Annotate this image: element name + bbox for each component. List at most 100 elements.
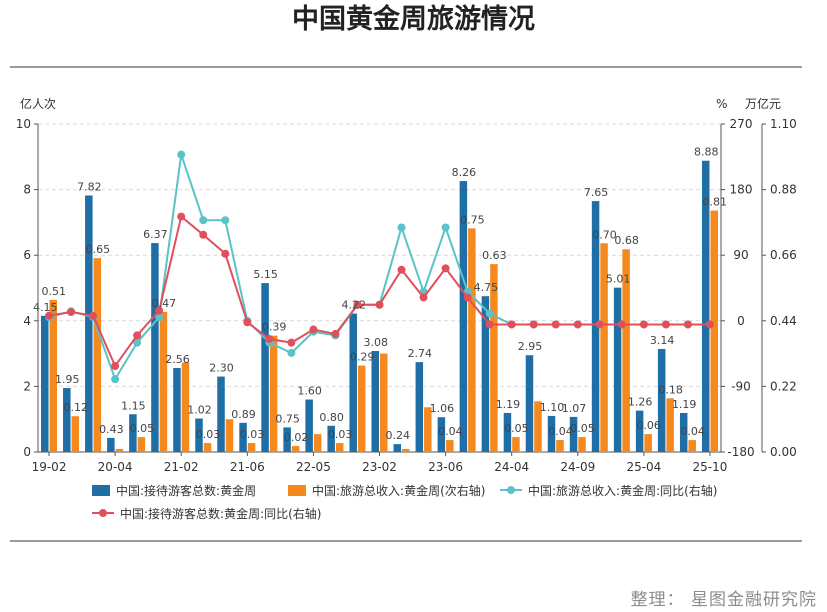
x-tick-label: 25-04 — [626, 460, 661, 474]
revenue-bar — [622, 249, 630, 452]
left-tick-label: 10 — [16, 117, 31, 131]
revenue-data-label: 0.18 — [658, 383, 683, 396]
pct-tick-label: 180 — [730, 183, 753, 197]
revenue-data-label: 0.04 — [680, 425, 705, 438]
tourist-data-label: 0.24 — [386, 429, 411, 442]
tourist-yoy-point — [595, 320, 604, 329]
tourist-data-label: 1.26 — [628, 396, 653, 409]
revenue-data-label: 0.03 — [240, 428, 265, 441]
legend-label: 中国:接待游客总数:黄金周:同比(右轴) — [120, 506, 322, 521]
revenue-yoy-point — [441, 223, 450, 232]
legend-label: 中国:旅游总收入:黄金周(次右轴) — [312, 483, 485, 498]
revenue-bar — [313, 434, 322, 452]
tourist-data-label: 4.22 — [341, 299, 366, 312]
tourist-data-label: 2.74 — [408, 347, 433, 360]
revenue-data-label: 0.47 — [152, 297, 177, 310]
tourist-yoy-point — [705, 320, 714, 329]
tourist-data-label: 0.75 — [275, 412, 300, 425]
tourist-bar — [657, 349, 666, 452]
money-tick-label: 0.88 — [770, 183, 797, 197]
revenue-data-label: 0.39 — [262, 321, 287, 334]
tourist-yoy-point — [309, 325, 318, 334]
x-tick-label: 22-05 — [296, 460, 331, 474]
revenue-bar — [203, 443, 212, 452]
revenue-data-label: 0.06 — [636, 419, 661, 432]
tourist-yoy-point — [661, 320, 670, 329]
revenue-yoy-point — [397, 223, 406, 232]
revenue-bar — [666, 398, 674, 452]
money-axis-unit: 万亿元 — [745, 96, 781, 111]
tourist-yoy-point — [573, 320, 582, 329]
tourist-data-label: 1.19 — [496, 398, 521, 411]
pct-tick-label: -180 — [727, 445, 754, 459]
tourist-bar — [547, 415, 556, 452]
tourist-data-label: 1.95 — [55, 373, 80, 386]
revenue-bar — [490, 264, 498, 452]
revenue-bar — [600, 243, 608, 452]
revenue-bar — [710, 210, 718, 452]
tourist-yoy-point — [551, 320, 560, 329]
revenue-data-label: 0.03 — [196, 428, 221, 441]
tourist-bar — [569, 416, 578, 452]
tourist-bar — [327, 425, 335, 452]
x-tick-label: 24-09 — [560, 460, 595, 474]
tourist-bar — [525, 355, 534, 452]
legend-swatch — [92, 485, 110, 496]
pct-tick-label: 0 — [737, 314, 745, 328]
revenue-yoy-point — [199, 216, 208, 225]
tourist-bar — [217, 376, 225, 452]
tourist-yoy-point — [353, 300, 362, 309]
tourist-bar — [591, 201, 600, 452]
revenue-bar — [247, 443, 256, 452]
left-tick-label: 6 — [23, 248, 31, 262]
tourist-yoy-point — [287, 338, 296, 347]
revenue-data-label: 0.65 — [86, 243, 111, 256]
top-divider — [10, 66, 802, 68]
revenue-yoy-point — [287, 348, 296, 357]
tourist-yoy-point — [221, 249, 230, 258]
revenue-yoy-point — [155, 313, 164, 322]
tourist-bar — [129, 414, 137, 452]
tourist-bar — [195, 418, 203, 452]
revenue-bar — [446, 440, 454, 452]
revenue-bar — [137, 437, 146, 452]
tourist-yoy-point — [45, 311, 54, 320]
pct-tick-label: 270 — [730, 117, 753, 131]
tourist-bar — [613, 287, 622, 452]
revenue-data-label: 0.51 — [42, 285, 67, 298]
tourist-data-label: 0.80 — [319, 411, 344, 424]
revenue-data-label: 0.05 — [504, 422, 529, 435]
tourist-yoy-point — [155, 306, 164, 315]
tourist-yoy-point — [507, 320, 516, 329]
tourist-bar — [305, 399, 313, 452]
tourist-bar — [481, 296, 490, 452]
money-tick-label: 0.22 — [770, 379, 797, 393]
revenue-data-label: 0.02 — [284, 431, 309, 444]
tourist-data-label: 1.07 — [562, 402, 587, 415]
revenue-bar — [468, 228, 476, 452]
revenue-bar — [534, 401, 542, 452]
tourist-data-label: 6.37 — [143, 228, 168, 241]
revenue-bar — [688, 440, 696, 452]
tourist-bar — [261, 283, 269, 452]
tourist-yoy-point — [485, 320, 494, 329]
tourist-data-label: 4.75 — [474, 281, 499, 294]
pct-tick-label: -90 — [731, 379, 751, 393]
legend-swatch — [288, 485, 306, 496]
revenue-bar — [335, 443, 344, 452]
tourist-data-label: 3.08 — [364, 336, 389, 349]
revenue-yoy-point — [111, 375, 120, 384]
tourist-bar — [459, 181, 468, 452]
tourist-data-label: 7.82 — [77, 181, 102, 194]
x-tick-label: 19-02 — [32, 460, 67, 474]
x-tick-label: 21-02 — [164, 460, 199, 474]
tourist-data-label: 1.15 — [121, 399, 146, 412]
revenue-bar — [644, 434, 652, 452]
legend-label: 中国:旅游总收入:黄金周:同比(右轴) — [528, 483, 718, 498]
revenue-bar — [115, 449, 124, 452]
tourist-bar — [173, 368, 181, 452]
tourist-data-label: 5.15 — [253, 268, 278, 281]
revenue-data-label: 0.75 — [460, 213, 485, 226]
money-tick-label: 1.10 — [770, 117, 797, 131]
